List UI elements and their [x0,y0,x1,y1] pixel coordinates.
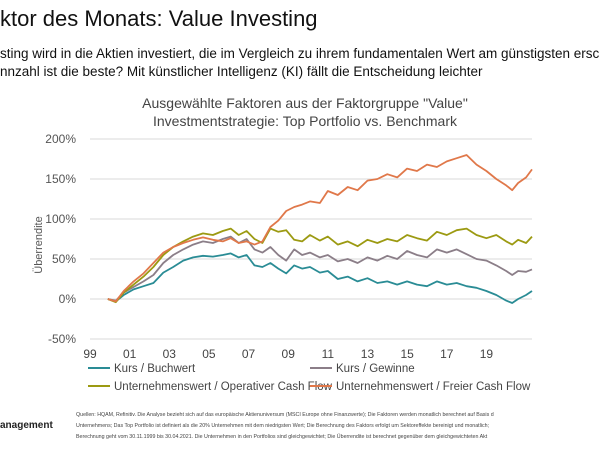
chart-title-line-1: Ausgewählte Faktoren aus der Faktorgrupp… [142,95,468,111]
source-note-line-2: Unternehmens; Das Top Portfolio ist defi… [76,423,490,429]
x-tick-label: 15 [400,347,414,361]
subtitle-line-1: sting wird in die Aktien investiert, die… [0,46,600,61]
y-axis-label: Überrendite [33,216,45,273]
x-tick-label: 07 [242,347,256,361]
y-tick-label: 200% [45,132,76,146]
y-tick-labels: -50% 0% 50% 100% 150% 200% [45,132,76,346]
x-tick-label: 99 [83,347,97,361]
x-tick-label: 09 [282,347,296,361]
x-tick-label: 13 [361,347,375,361]
legend-label: Kurs / Gewinne [336,363,415,375]
series-line-4 [107,154,533,303]
x-tick-label: 17 [440,347,454,361]
series-line-1 [107,252,533,304]
line-chart: Ausgewählte Faktoren aus der Faktorgrupp… [33,95,533,393]
y-tick-label: 100% [45,212,76,226]
source-note-line-3: Berechnung geht vom 30.11.1999 bis 30.04… [76,434,488,440]
x-tick-label: 19 [480,347,494,361]
x-tick-label: 01 [123,347,137,361]
y-tick-label: 150% [45,172,76,186]
x-tick-label: 05 [202,347,216,361]
y-tick-label: 50% [52,252,76,266]
legend-label: Unternehmenswert / Freier Cash Flow [336,381,531,393]
series-line-3 [107,227,533,304]
legend-label: Kurs / Buchwert [114,363,196,375]
y-tick-label: -50% [48,332,76,346]
series-lines [107,154,533,304]
x-tick-labels: 99 01 03 05 07 09 11 13 15 17 19 [83,347,493,361]
subtitle-line-2: nnzahl ist die beste? Mit künstlicher In… [0,64,483,79]
brand-logo-text: anagement [0,420,53,431]
grid-lines [90,138,532,340]
legend-label: Unternehmenswert / Operativer Cash Flow [114,381,333,393]
y-tick-label: 0% [59,292,77,306]
legend: Kurs / Buchwert Kurs / GewinneUnternehmen… [88,363,531,393]
source-note-line-1: Quellen: HQAM, Refinitiv. Die Analyse be… [76,412,494,418]
x-tick-label: 03 [163,347,177,361]
page-title: ktor des Monats: Value Investing [0,6,318,31]
series-line-2 [107,235,533,302]
chart-title-line-2: Investmentstrategie: Top Portfolio vs. B… [153,113,458,129]
x-tick-label: 11 [322,347,335,361]
